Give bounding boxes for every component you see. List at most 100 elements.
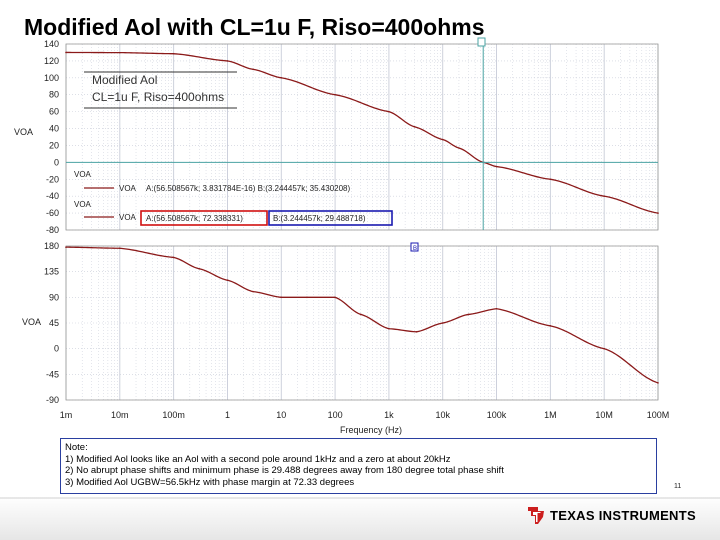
y-tick-label: -90	[46, 395, 59, 405]
cursor-b-marker[interactable]	[410, 242, 419, 252]
x-tick-label: 10M	[595, 410, 613, 420]
magnitude-trace-point	[119, 51, 121, 54]
note-item-1: 1) Modified Aol looks like an Aol with a…	[65, 453, 451, 465]
legend: VOA VOA A:(56.508567k; 3.831784E-16) B:(…	[74, 170, 393, 226]
phase-panel: 180 135 90 45 0 -45 -90 B VOA	[22, 241, 659, 405]
page-number: 11	[674, 483, 682, 490]
phase-trace-point	[280, 296, 283, 299]
page-title: Modified Aol with CL=1u F, Riso=400ohms	[24, 14, 485, 40]
ti-logo-text: TEXAS INSTRUMENTS	[550, 507, 696, 523]
ti-logo: TEXAS INSTRUMENTS	[526, 504, 696, 526]
legend-label-2: VOA	[74, 200, 92, 209]
magnitude-trace-point	[441, 138, 444, 141]
notes-heading: Note:	[65, 442, 88, 453]
y-tick-label: -45	[46, 369, 59, 379]
magnitude-trace-point	[252, 68, 254, 71]
y-tick-label: 140	[44, 39, 59, 49]
y-tick-label: 100	[44, 73, 59, 83]
cursor-a-marker[interactable]	[477, 37, 486, 47]
y-tick-label: 20	[49, 140, 59, 150]
y-tick-label: 40	[49, 124, 59, 134]
cursor-a-readout: A:(56.508567k; 72.338331)	[146, 214, 243, 223]
x-tick-label: 10m	[111, 410, 129, 420]
cursor-b-marker-label: B	[413, 246, 417, 252]
cursor-a-readout-box	[140, 210, 268, 226]
y-tick-label: 135	[44, 267, 59, 277]
phase-trace-point	[441, 322, 444, 324]
magnitude-trace-point	[388, 110, 390, 113]
y-tick-label: -40	[46, 191, 59, 201]
x-tick-label: 100m	[162, 410, 185, 420]
x-tick-label: 100M	[647, 410, 670, 420]
x-tick-label: 100k	[487, 410, 507, 420]
y-tick-label: 60	[49, 107, 59, 117]
footer-bar	[0, 497, 720, 540]
magnitude-trace-point	[65, 51, 67, 54]
magnitude-panel-bg	[66, 44, 658, 230]
phase-trace-point	[252, 290, 254, 293]
magnitude-trace-point	[413, 126, 416, 128]
x-axis-ticks: 1m 10m 100m 1 10 100 1k 10k 100k 1M 10M 100M	[60, 410, 670, 420]
legend-tag-2: VOA	[119, 213, 137, 222]
magnitude-trace-group	[65, 51, 659, 214]
inset-title-box: Modified Aol CL=1u F, Riso=400ohms	[84, 71, 237, 109]
magnitude-trace-point	[226, 60, 229, 62]
footer-background	[0, 497, 720, 540]
ti-logo-icon	[528, 507, 544, 524]
phase-trace-point	[388, 327, 390, 330]
phase-trace	[65, 246, 659, 384]
y-tick-label: 180	[44, 241, 59, 251]
x-tick-label: 10k	[435, 410, 450, 420]
phase-trace-point	[415, 331, 418, 333]
magnitude-trace-point	[657, 212, 659, 214]
magnitude-grid	[65, 43, 659, 231]
magnitude-trace-point	[458, 147, 460, 149]
phase-trace-point	[119, 247, 121, 250]
phase-panel-bg	[66, 246, 658, 400]
magnitude-trace-point	[603, 195, 605, 197]
y-tick-label: 0	[54, 344, 59, 354]
phase-trace-point	[65, 246, 67, 248]
phase-trace-point	[226, 279, 229, 282]
note-item-2: 2) No abrupt phase shifts and minimum ph…	[65, 465, 504, 476]
x-tick-label: 1m	[60, 410, 73, 420]
phase-trace-point	[657, 382, 659, 384]
y-tick-label: 120	[44, 56, 59, 66]
cursor-b-readout-box	[268, 210, 393, 226]
phase-trace-point	[603, 347, 605, 350]
inset-title-line-1: Modified Aol	[92, 73, 157, 87]
panel-frame	[65, 43, 659, 231]
legend-tag-1: VOA	[119, 184, 137, 193]
x-tick-label: 10	[276, 410, 286, 420]
magnitude-panel: 140 120 100 80 60 40 20 0 -20 -40 -60 -80 VOA Modif…	[14, 37, 659, 235]
phase-trace-point	[334, 296, 336, 299]
y-tick-label: 80	[49, 90, 59, 100]
phase-y-axis-label: VOA	[22, 317, 41, 327]
phase-trace-point	[172, 256, 175, 259]
magnitude-y-axis-label: VOA	[14, 127, 33, 137]
phase-trace-point	[495, 307, 498, 310]
y-tick-label: -80	[46, 225, 59, 235]
magnitude-y-ticks: 140 120 100 80 60 40 20 0 -20 -40 -60 -80	[44, 39, 59, 235]
y-tick-label: -60	[46, 208, 59, 218]
x-tick-label: 1k	[384, 410, 394, 420]
x-tick-label: 1	[225, 410, 230, 420]
magnitude-trace-point	[334, 93, 336, 96]
magnitude-trace-point	[549, 178, 552, 181]
y-tick-label: 45	[49, 318, 59, 328]
inset-title-line-2: CL=1u F, Riso=400ohms	[92, 90, 224, 104]
legend-values-1: A:(56.508567k; 3.831784E-16) B:(3.244457…	[146, 184, 350, 193]
phase-trace-point	[306, 296, 308, 299]
y-tick-label: 0	[54, 157, 59, 167]
phase-trace-group	[65, 246, 659, 384]
y-tick-label: 90	[49, 292, 59, 302]
panel-frame	[65, 245, 659, 401]
phase-trace-point	[198, 268, 201, 270]
x-axis-label: Frequency (Hz)	[340, 425, 402, 435]
magnitude-trace	[65, 51, 659, 214]
y-tick-label: -20	[46, 174, 59, 184]
phase-trace-point	[549, 325, 552, 327]
legend-label-1: VOA	[74, 170, 92, 179]
phase-y-ticks: 180 135 90 45 0 -45 -90	[44, 241, 59, 405]
